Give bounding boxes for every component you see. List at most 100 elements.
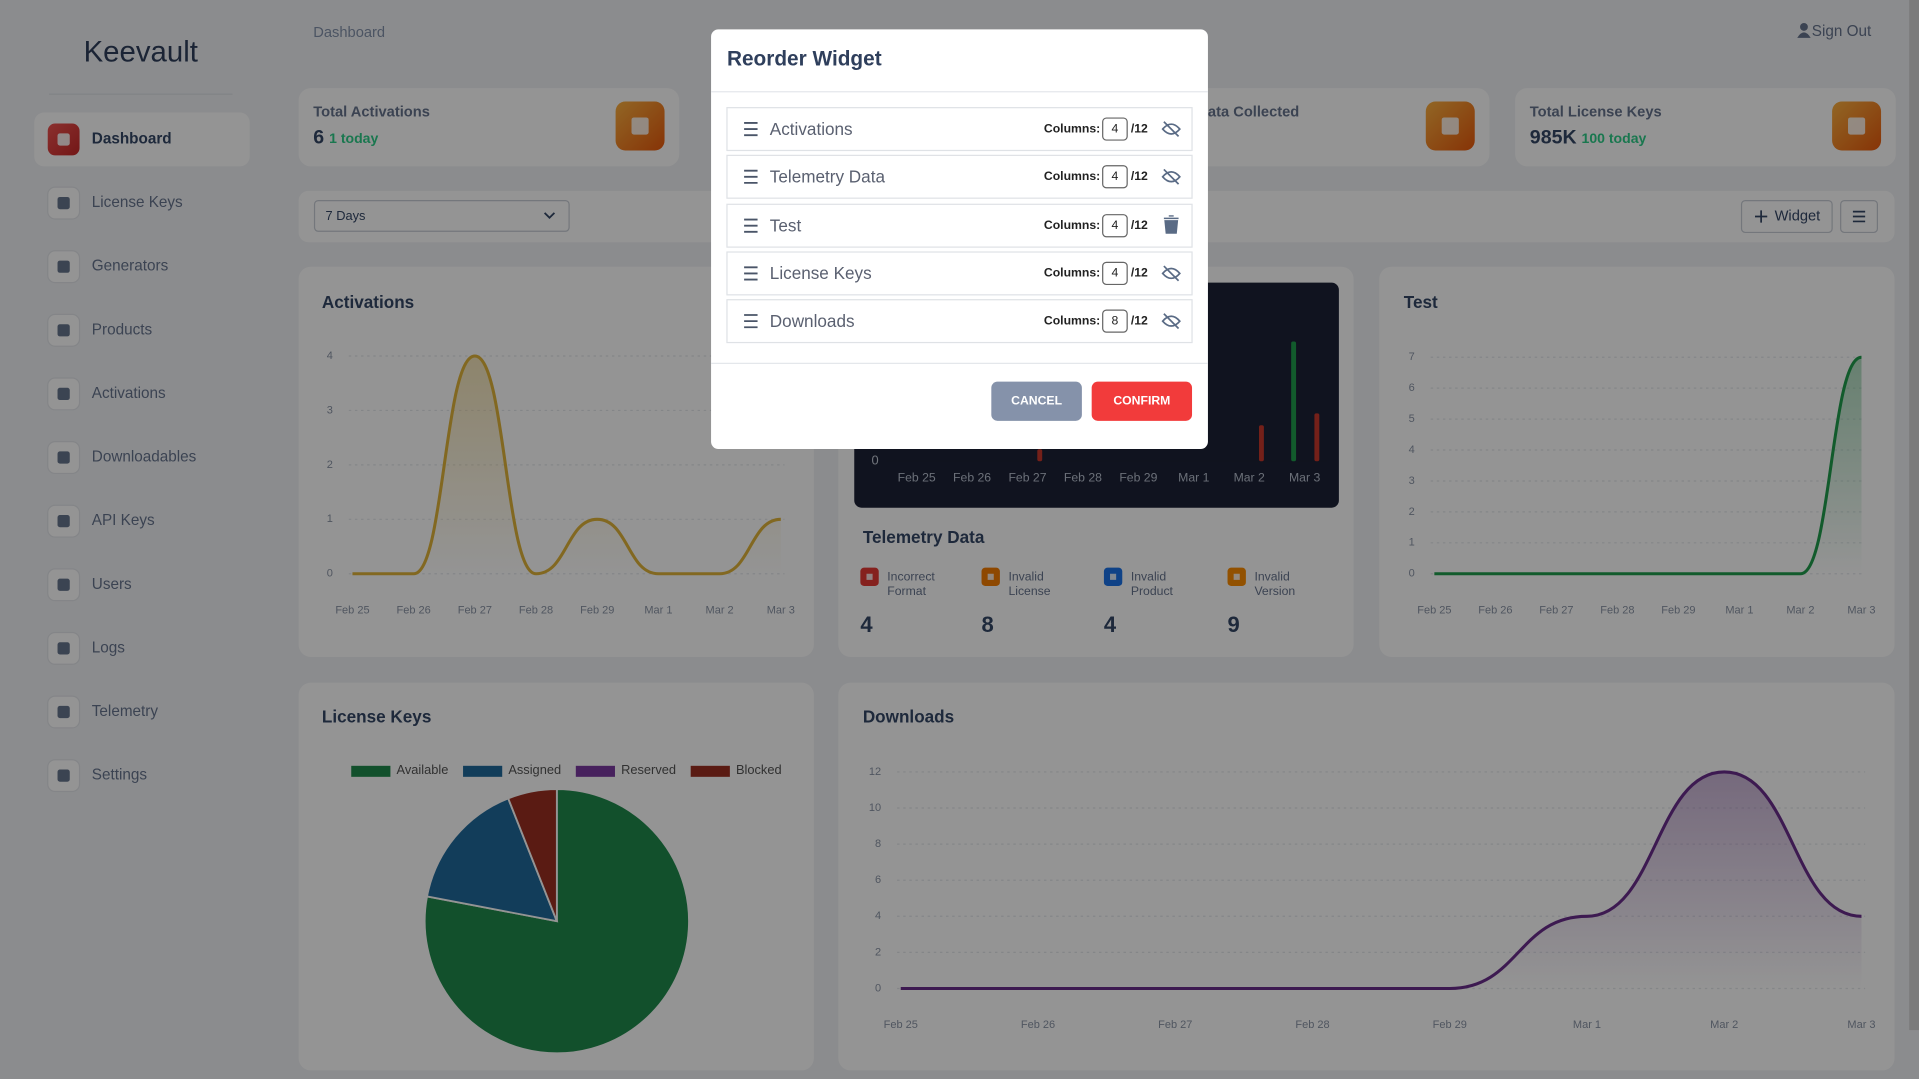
drag-handle[interactable] bbox=[744, 169, 758, 184]
nav-icon-glyph bbox=[57, 451, 70, 464]
y-tick-label: 0 bbox=[1409, 568, 1415, 580]
widget-row[interactable]: Test Columns: 4/12 bbox=[726, 203, 1193, 248]
x-tick-label: Mar 2 bbox=[1710, 1019, 1738, 1031]
pie-slice bbox=[425, 797, 559, 923]
counter-label: InvalidProduct bbox=[1131, 570, 1174, 599]
nav-item[interactable]: Downloadables bbox=[47, 441, 197, 475]
y-tick-label: 0 bbox=[327, 568, 333, 580]
widget-title: Test bbox=[1404, 292, 1438, 312]
button-label[interactable]: CANCEL bbox=[1011, 393, 1062, 407]
nav-item[interactable]: Activations bbox=[47, 377, 166, 411]
hide-icon[interactable] bbox=[1161, 313, 1181, 330]
nav-item[interactable]: Generators bbox=[47, 250, 169, 284]
bar bbox=[1258, 425, 1264, 462]
nav-item[interactable]: Users bbox=[47, 568, 132, 602]
columns-input[interactable] bbox=[1102, 165, 1128, 189]
counter-icon-glyph bbox=[1233, 573, 1240, 580]
columns-value[interactable]: 4 bbox=[1112, 121, 1119, 135]
columns-input[interactable] bbox=[1102, 309, 1128, 333]
button-label[interactable]: CONFIRM bbox=[1113, 393, 1170, 407]
x-tick-label: Mar 3 bbox=[1847, 1019, 1875, 1031]
widget-row[interactable]: Downloads Columns: 8/12 bbox=[726, 299, 1193, 344]
delete-icon[interactable] bbox=[1163, 215, 1179, 234]
columns-value[interactable]: 4 bbox=[1112, 218, 1119, 232]
widget-name: Test bbox=[770, 215, 802, 235]
counter-value: 9 bbox=[1228, 612, 1240, 637]
stat-label: ata Collected bbox=[1208, 104, 1299, 120]
columns-max: /12 bbox=[1131, 121, 1148, 135]
y-tick-label: 10 bbox=[869, 802, 881, 814]
columns-value[interactable]: 4 bbox=[1112, 169, 1119, 183]
y-tick-label: 2 bbox=[327, 459, 333, 471]
columns-input[interactable] bbox=[1102, 261, 1128, 286]
y-tick-label: 3 bbox=[1409, 475, 1415, 487]
nav-label: Generators bbox=[92, 258, 169, 275]
nav-item[interactable]: Dashboard bbox=[47, 123, 172, 156]
nav-item[interactable]: Products bbox=[47, 313, 153, 347]
x-tick-label: Feb 25 bbox=[335, 604, 369, 616]
nav-item[interactable]: Telemetry bbox=[47, 695, 159, 729]
sign-out[interactable]: Sign Out bbox=[1797, 23, 1872, 40]
stat-label: Total Activations bbox=[313, 104, 430, 120]
nav-icon-glyph bbox=[57, 260, 70, 273]
button-label[interactable]: Widget bbox=[1775, 208, 1821, 224]
counter-label: InvalidLicense bbox=[1008, 570, 1050, 599]
stat-value: 985K bbox=[1530, 126, 1577, 148]
bar bbox=[1314, 413, 1320, 462]
button-box[interactable] bbox=[1740, 200, 1833, 234]
columns-input[interactable] bbox=[1102, 214, 1128, 238]
menu-button[interactable] bbox=[1840, 200, 1879, 234]
counter-icon-glyph bbox=[1110, 573, 1117, 580]
widget-row[interactable]: Telemetry Data Columns: 4/12 bbox=[726, 154, 1193, 199]
sign-out-label[interactable]: Sign Out bbox=[1812, 23, 1872, 40]
drag-handle[interactable] bbox=[744, 218, 758, 233]
select-box[interactable] bbox=[313, 200, 570, 232]
hide-icon[interactable] bbox=[1161, 265, 1181, 282]
x-tick-label: Feb 26 bbox=[1478, 604, 1512, 616]
confirm-button[interactable]: CONFIRM bbox=[1091, 381, 1193, 421]
legend-label: Assigned bbox=[508, 762, 561, 777]
nav-item[interactable]: API Keys bbox=[47, 504, 155, 538]
stat-label: Total License Keys bbox=[1530, 104, 1662, 120]
add-widget-button[interactable]: Widget bbox=[1740, 200, 1833, 234]
widget-title: License Keys bbox=[322, 707, 432, 727]
x-tick-label: Feb 26 bbox=[953, 471, 991, 485]
nav-item[interactable]: License Keys bbox=[47, 186, 183, 220]
columns-value[interactable]: 4 bbox=[1112, 266, 1119, 280]
nav-item[interactable]: Logs bbox=[47, 631, 126, 665]
counter-icon-glyph bbox=[987, 573, 994, 580]
nav-item[interactable]: Settings bbox=[47, 759, 148, 793]
nav-label: License Keys bbox=[92, 194, 183, 211]
hide-icon[interactable] bbox=[1161, 168, 1181, 185]
hide-icon[interactable] bbox=[1161, 121, 1181, 138]
columns-max: /12 bbox=[1131, 313, 1148, 327]
x-tick-label: Feb 25 bbox=[1417, 604, 1451, 616]
drag-handle[interactable] bbox=[744, 266, 758, 281]
nav-icon-glyph bbox=[57, 769, 70, 782]
y-tick-label: 4 bbox=[327, 350, 333, 362]
select-value[interactable]: 7 Days bbox=[326, 208, 366, 223]
drag-handle[interactable] bbox=[744, 122, 758, 137]
x-tick-label: Feb 28 bbox=[1600, 604, 1634, 616]
widget-row[interactable]: Activations Columns: 4/12 bbox=[726, 107, 1193, 152]
columns-label: Columns: bbox=[1044, 313, 1100, 327]
columns-value[interactable]: 8 bbox=[1112, 313, 1119, 327]
legend-swatch bbox=[690, 765, 730, 777]
x-tick-label: Feb 29 bbox=[1433, 1019, 1467, 1031]
button-box[interactable] bbox=[991, 381, 1082, 421]
x-tick-label: Feb 27 bbox=[1539, 604, 1573, 616]
x-tick-label: Feb 27 bbox=[458, 604, 492, 616]
range-select[interactable]: 7 Days bbox=[313, 200, 570, 232]
widget-title: Activations bbox=[322, 292, 414, 312]
columns-input[interactable] bbox=[1102, 117, 1128, 141]
cancel-button[interactable]: CANCEL bbox=[991, 381, 1082, 421]
x-tick-label: Feb 25 bbox=[898, 471, 936, 485]
legend-label: Blocked bbox=[736, 762, 782, 777]
columns-label: Columns: bbox=[1044, 121, 1100, 135]
button-box[interactable] bbox=[1091, 381, 1193, 421]
y-tick-label: 0 bbox=[871, 453, 878, 468]
widget-row[interactable]: License Keys Columns: 4/12 bbox=[726, 251, 1193, 296]
drag-handle[interactable] bbox=[744, 314, 758, 329]
license_keys-widget: License Keys Available Assigned Reserved Blo… bbox=[322, 707, 782, 1055]
